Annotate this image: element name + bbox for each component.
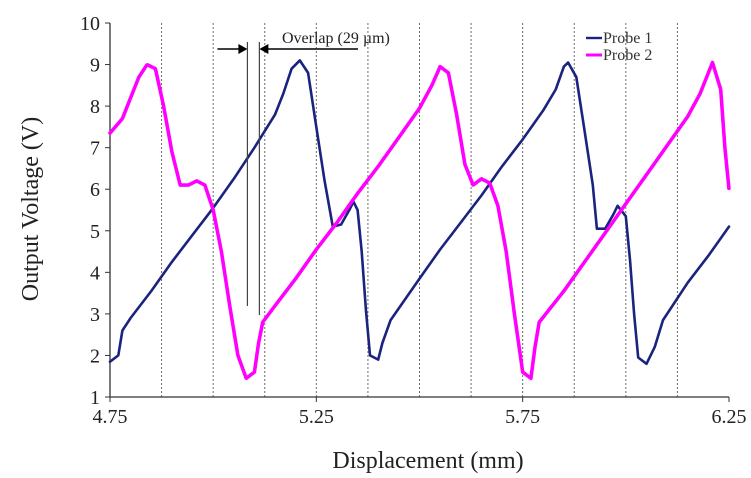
series-lines bbox=[108, 59, 731, 381]
overlap-label: Overlap (29 µm) bbox=[282, 30, 390, 47]
y-tick-label: 6 bbox=[90, 179, 100, 201]
series-line-probe-1 bbox=[108, 59, 731, 366]
y-tick-label: 2 bbox=[90, 345, 100, 367]
y-tick-label: 9 bbox=[90, 55, 100, 77]
overlap-annotation: Overlap (29 µm) bbox=[217, 30, 390, 315]
x-tick-label: 5.75 bbox=[505, 406, 540, 428]
overlap-arrow-head-right bbox=[259, 44, 269, 54]
legend-label: Probe 2 bbox=[603, 47, 652, 64]
y-tick-label: 5 bbox=[90, 221, 100, 243]
series-line-probe-2 bbox=[108, 60, 731, 381]
x-tick-label: 6.25 bbox=[712, 406, 747, 428]
overlap-arrow-head-left bbox=[238, 44, 248, 54]
y-tick-label: 4 bbox=[90, 262, 100, 284]
y-tick-label: 1 bbox=[90, 387, 100, 409]
grid-lines bbox=[161, 23, 678, 397]
y-tick-label: 8 bbox=[90, 96, 100, 118]
axes: 1 2 3 4 5 6 7 8 9 10 4.75 5.25 5.75 6.25 bbox=[80, 13, 747, 428]
x-axis-title: Displacement (mm) bbox=[332, 448, 523, 474]
y-axis-title: Output Voltage (V) bbox=[18, 117, 44, 301]
x-tick-label: 5.25 bbox=[299, 406, 334, 428]
y-tick-label: 3 bbox=[90, 304, 100, 326]
x-tick-label: 4.75 bbox=[93, 406, 128, 428]
y-tick-label: 10 bbox=[80, 13, 100, 35]
legend-label: Probe 1 bbox=[603, 30, 652, 47]
y-tick-label: 7 bbox=[90, 138, 100, 160]
